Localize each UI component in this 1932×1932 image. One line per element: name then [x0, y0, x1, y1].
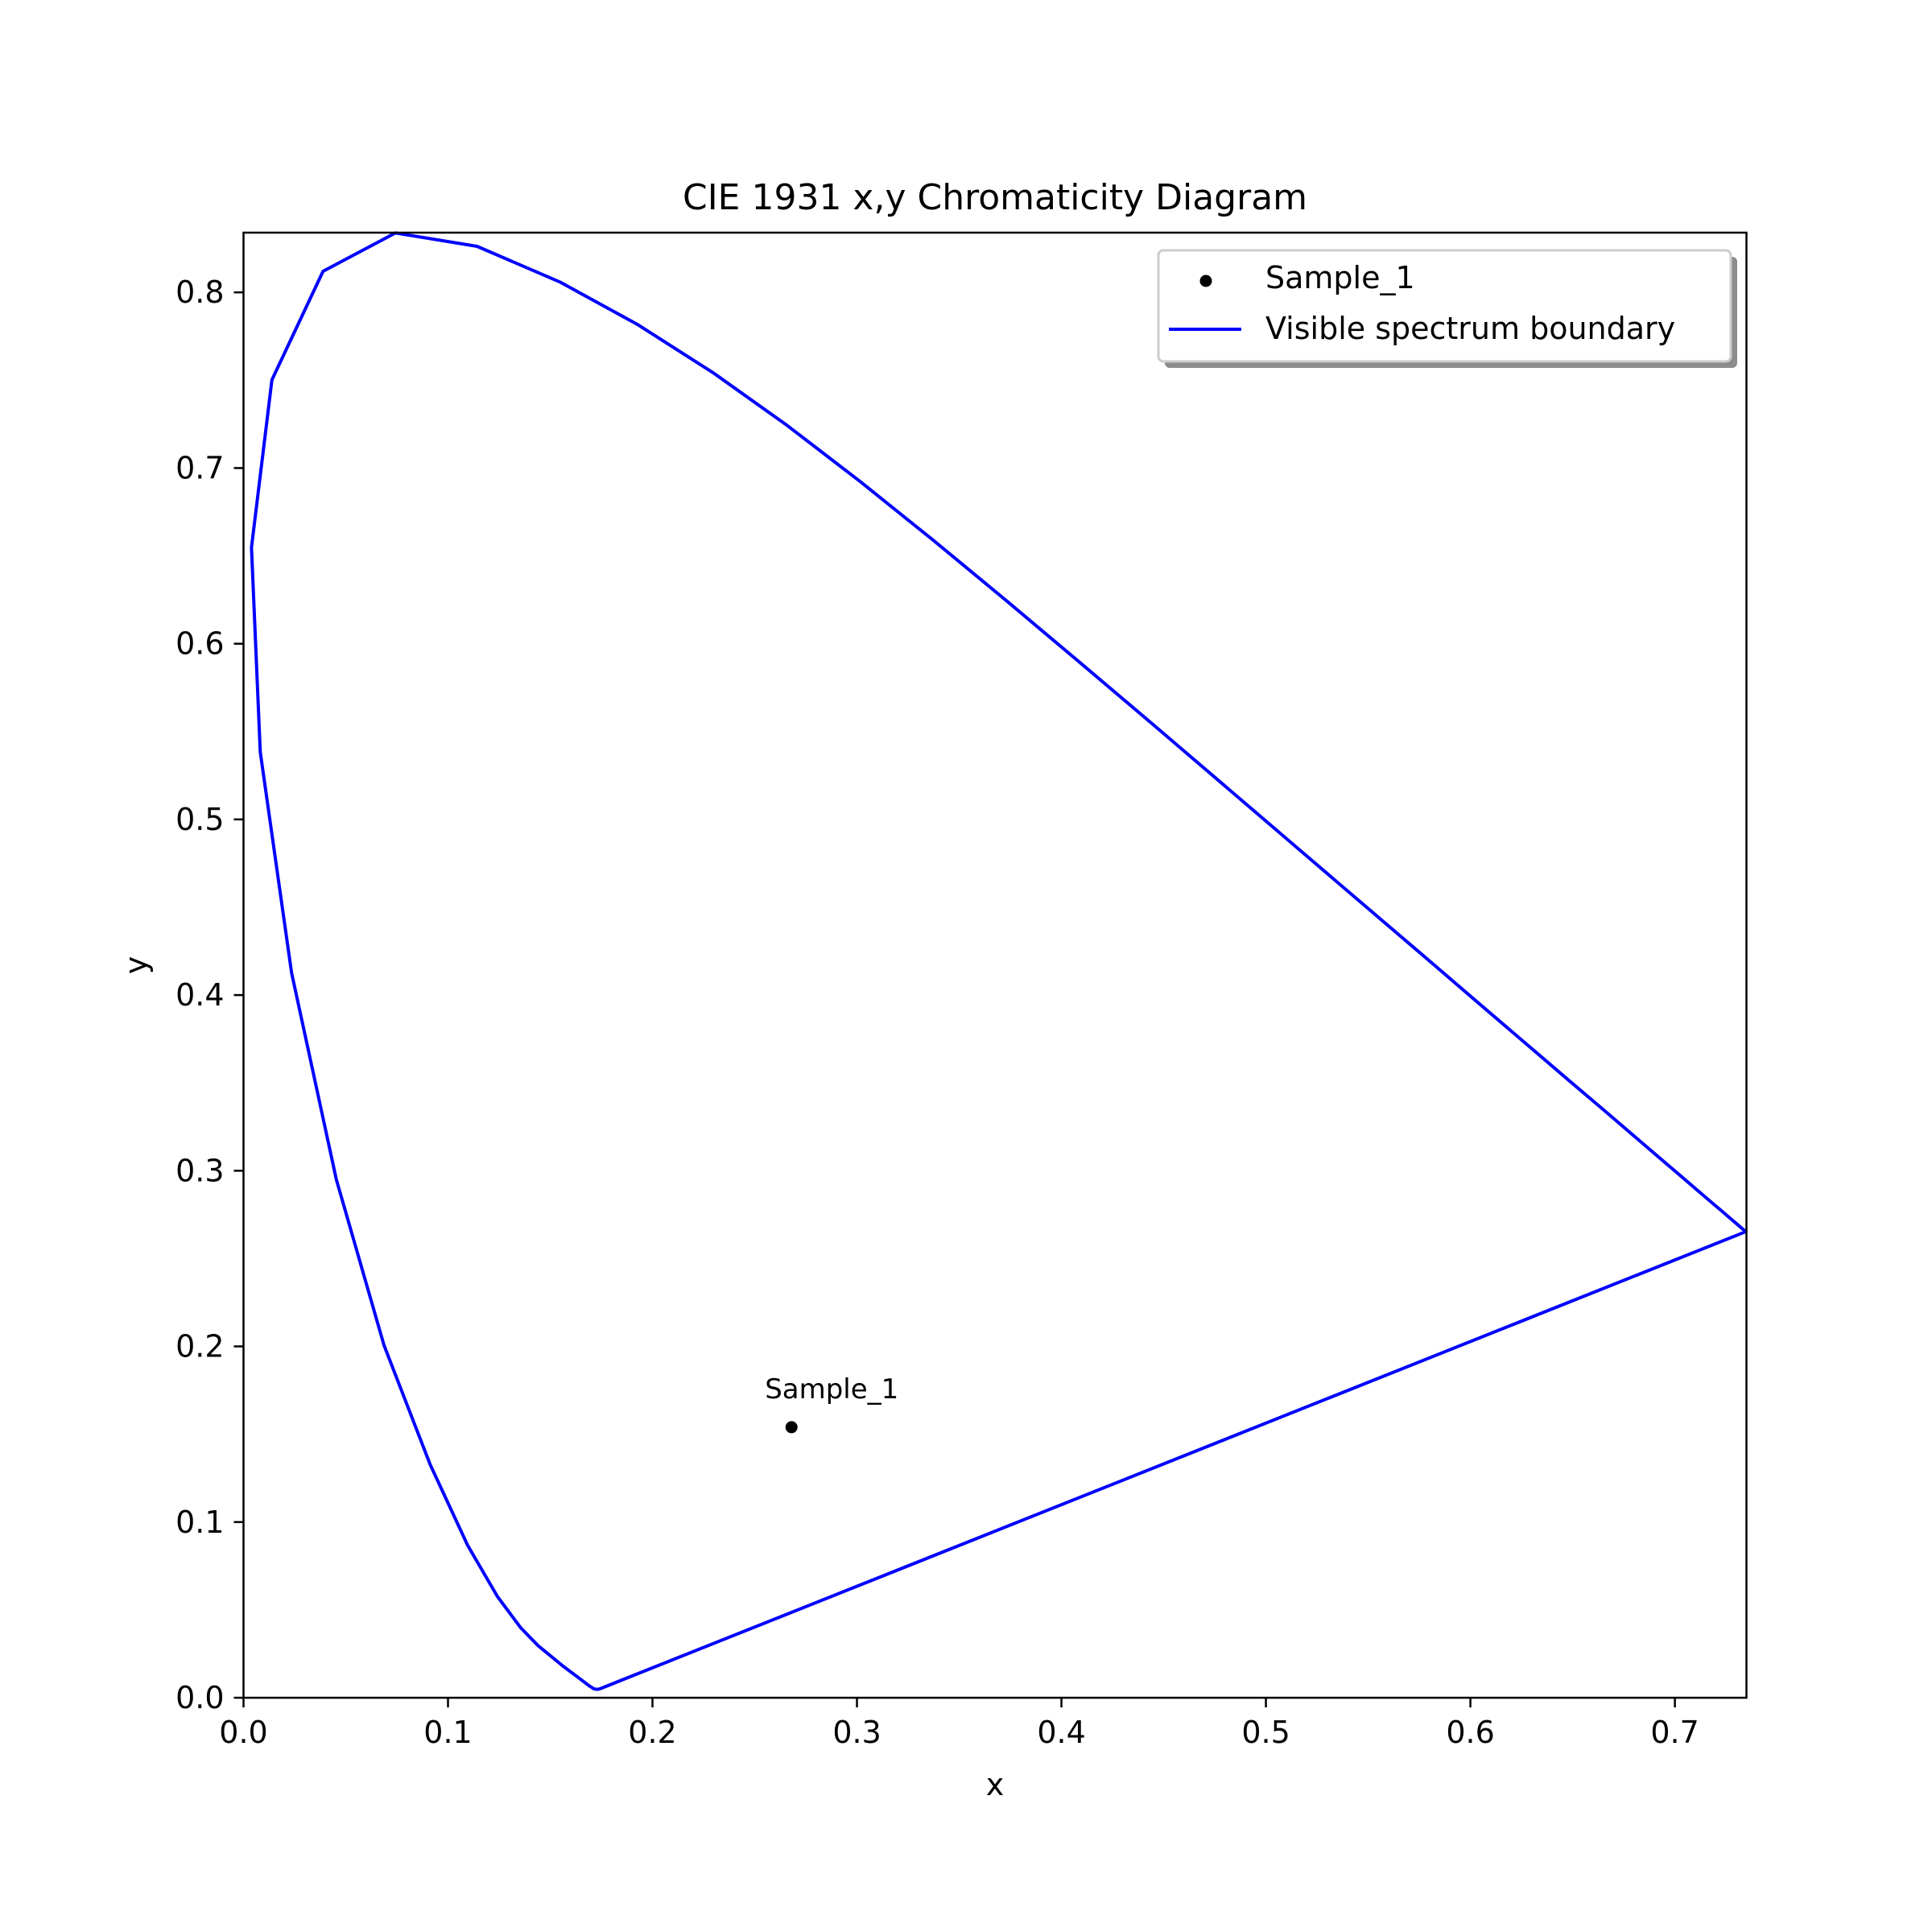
x-tick-label: 0.3 [832, 1715, 881, 1750]
legend-box [1157, 249, 1732, 363]
x-tick-label: 0.4 [1037, 1715, 1085, 1750]
plot-area: Sample_1 [250, 231, 1748, 1691]
y-axis-ticks: 0.0 0.1 0.2 0.3 0.4 0.5 0.6 0.7 0.8 [175, 275, 244, 1715]
legend-scatter-marker [1199, 275, 1212, 287]
y-tick-label: 0.3 [175, 1153, 224, 1188]
x-tick-label: 0.1 [423, 1715, 472, 1750]
x-tick-label: 0.5 [1241, 1715, 1290, 1750]
y-tick-label: 0.2 [175, 1329, 224, 1364]
point-annotation: Sample_1 [765, 1373, 898, 1406]
y-tick-label: 0.4 [175, 977, 224, 1013]
x-tick-label: 0.0 [219, 1715, 267, 1750]
legend: Sample_1 Visible spectrum boundary [1157, 249, 1737, 368]
legend-label-sample: Sample_1 [1265, 260, 1415, 295]
series-line-visible-spectrum-boundary [250, 231, 1748, 1691]
y-axis-label: y [118, 956, 154, 975]
y-tick-label: 0.0 [175, 1680, 224, 1715]
x-tick-label: 0.6 [1446, 1715, 1494, 1750]
y-tick-label: 0.8 [175, 275, 224, 310]
x-axis-ticks: 0.0 0.1 0.2 0.3 0.4 0.5 0.6 0.7 [219, 1698, 1699, 1750]
y-tick-label: 0.5 [175, 802, 224, 837]
plot-frame [242, 231, 1748, 1699]
x-tick-label: 0.7 [1650, 1715, 1699, 1750]
x-tick-label: 0.2 [628, 1715, 676, 1750]
chart-title: CIE 1931 x,y Chromaticity Diagram [683, 177, 1307, 218]
y-tick-label: 0.7 [175, 450, 224, 485]
y-tick-label: 0.6 [175, 626, 224, 662]
y-tick-label: 0.1 [175, 1505, 224, 1540]
scatter-point-sample-1 [785, 1421, 798, 1434]
legend-label-boundary: Visible spectrum boundary [1265, 311, 1675, 346]
x-axis-label: x [986, 1767, 1005, 1802]
